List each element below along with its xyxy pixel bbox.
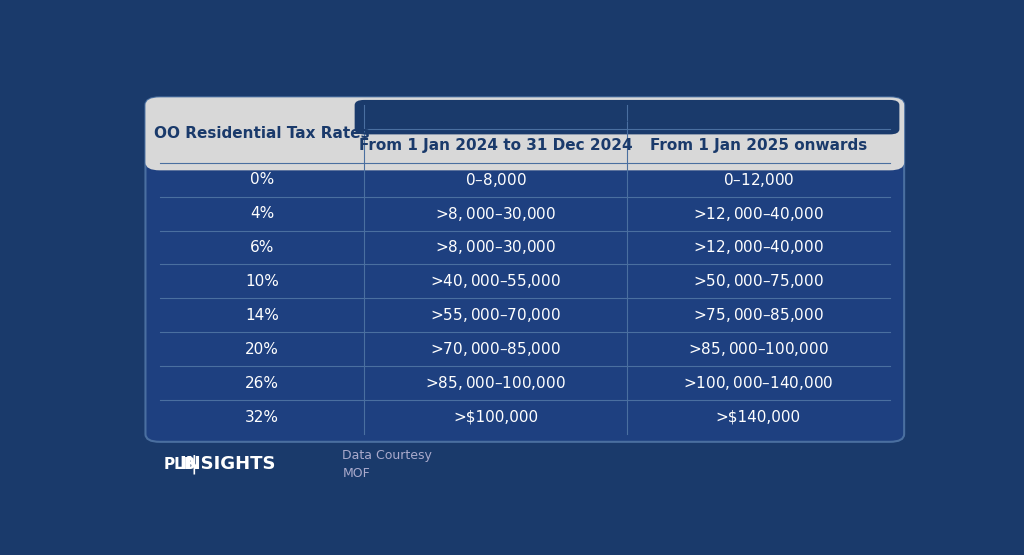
Bar	[365, 118, 890, 129]
Text: >$55,000 – $70,000: >$55,000 – $70,000	[430, 306, 561, 324]
Text: INSIGHTS: INSIGHTS	[179, 455, 275, 473]
Text: >$40,000 – $55,000: >$40,000 – $55,000	[430, 273, 561, 290]
Text: $0 – $8,000: $0 – $8,000	[465, 170, 526, 189]
Text: 20%: 20%	[245, 342, 279, 357]
FancyBboxPatch shape	[354, 100, 899, 134]
Text: >$70,000 – $85,000: >$70,000 – $85,000	[430, 340, 561, 359]
Text: >$75,000 – $85,000: >$75,000 – $85,000	[693, 306, 824, 324]
Text: 0%: 0%	[250, 172, 274, 187]
FancyBboxPatch shape	[145, 97, 904, 442]
Text: >$85,000 – $100,000: >$85,000 – $100,000	[688, 340, 828, 359]
Text: >$12,000 – $40,000: >$12,000 – $40,000	[693, 205, 824, 223]
Bar	[160, 137, 890, 163]
Text: $0 – $12,000: $0 – $12,000	[723, 170, 795, 189]
Text: Portion of Annual Value: Portion of Annual Value	[511, 108, 743, 126]
Text: >$50,000 – $75,000: >$50,000 – $75,000	[693, 273, 824, 290]
Text: >$100,000 – $140,000: >$100,000 – $140,000	[683, 374, 834, 392]
Text: >$8,000 – $30,000: >$8,000 – $30,000	[435, 205, 556, 223]
Text: >$100,000: >$100,000	[453, 410, 539, 425]
Text: >$140,000: >$140,000	[716, 410, 801, 425]
Text: From 1 Jan 2024 to 31 Dec 2024: From 1 Jan 2024 to 31 Dec 2024	[358, 138, 633, 153]
Text: 4%: 4%	[250, 206, 274, 221]
Text: 6%: 6%	[250, 240, 274, 255]
Text: Data Courtesy
MOF: Data Courtesy MOF	[342, 448, 432, 480]
Text: >$8,000 – $30,000: >$8,000 – $30,000	[435, 239, 556, 256]
Text: >$85,000 – $100,000: >$85,000 – $100,000	[425, 374, 566, 392]
Text: >$12,000 – $40,000: >$12,000 – $40,000	[693, 239, 824, 256]
Text: |: |	[190, 455, 198, 474]
Text: 10%: 10%	[245, 274, 279, 289]
Text: 32%: 32%	[245, 410, 279, 425]
FancyBboxPatch shape	[145, 97, 904, 170]
Text: OO Residential Tax Rates: OO Residential Tax Rates	[155, 127, 370, 142]
Text: From 1 Jan 2025 onwards: From 1 Jan 2025 onwards	[650, 138, 867, 153]
Text: 14%: 14%	[245, 308, 279, 323]
Text: 26%: 26%	[245, 376, 279, 391]
Text: PLB: PLB	[164, 457, 196, 472]
